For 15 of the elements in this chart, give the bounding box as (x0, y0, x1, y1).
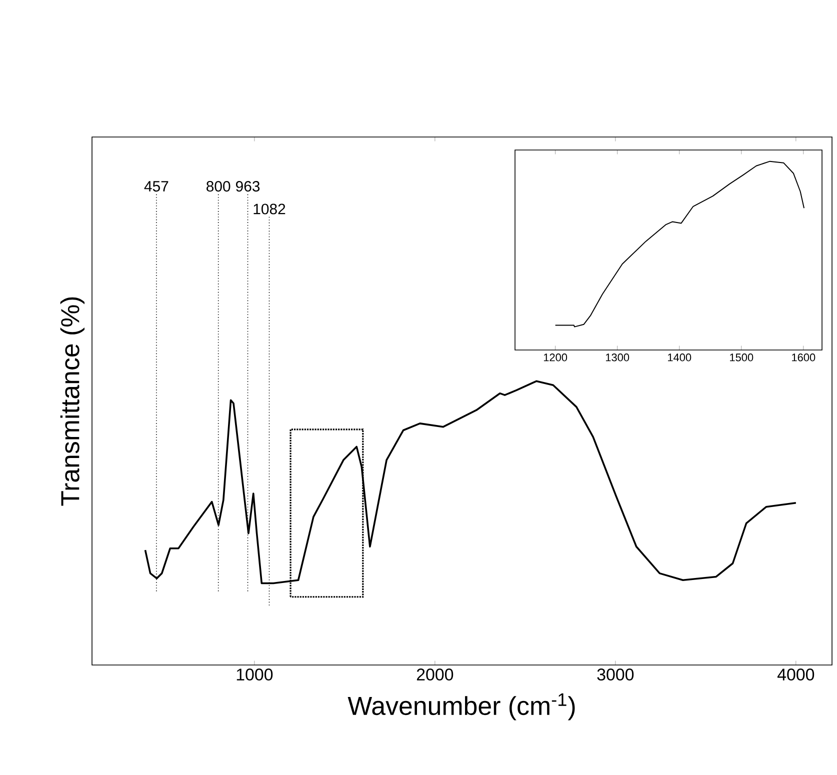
x-tick-label: 4000 (777, 668, 814, 681)
x-tick-label: 1300 (606, 354, 630, 362)
x-tick-label: 2000 (416, 668, 454, 681)
ref-line-label: 1082 (254, 204, 286, 214)
x-tick-label: 1500 (730, 354, 754, 362)
x-axis-title: Wavenumber (cm$^{-1}$) (348, 693, 575, 720)
ref-line-label: 457 (144, 181, 168, 192)
y-axis-title: Transmittance (%) (60, 297, 84, 506)
ref-line-label: 963 (236, 180, 260, 192)
x-tick-label: 1000 (236, 668, 273, 681)
x-tick-label: 1200 (544, 354, 568, 362)
x-tick-label: 1400 (668, 354, 692, 362)
ref-line-label: 800 (206, 180, 230, 192)
x-tick-label: 1600 (792, 354, 816, 362)
x-tick-label: 3000 (597, 668, 634, 681)
